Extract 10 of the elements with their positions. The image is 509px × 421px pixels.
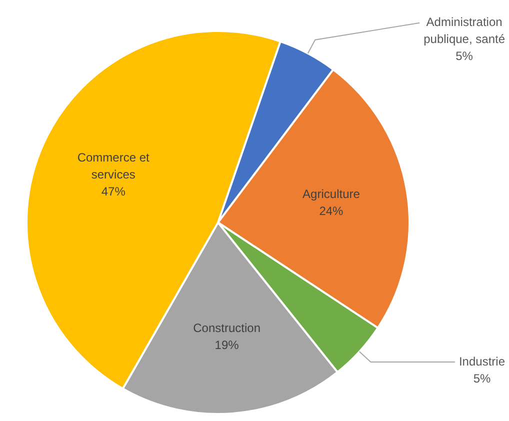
slice-label: Administration publique, santé bbox=[424, 15, 506, 46]
data-label: 47% bbox=[101, 184, 126, 198]
data-label: 5% bbox=[473, 371, 491, 386]
data-label: 24% bbox=[319, 204, 344, 218]
slice-label: Agriculture bbox=[302, 186, 360, 201]
data-label: 19% bbox=[214, 338, 240, 352]
slice-label: Commerce et services bbox=[77, 150, 150, 182]
slice-label: Industrie bbox=[458, 354, 506, 368]
data-label: 5% bbox=[456, 49, 474, 64]
slice-label: Construction bbox=[193, 320, 261, 335]
